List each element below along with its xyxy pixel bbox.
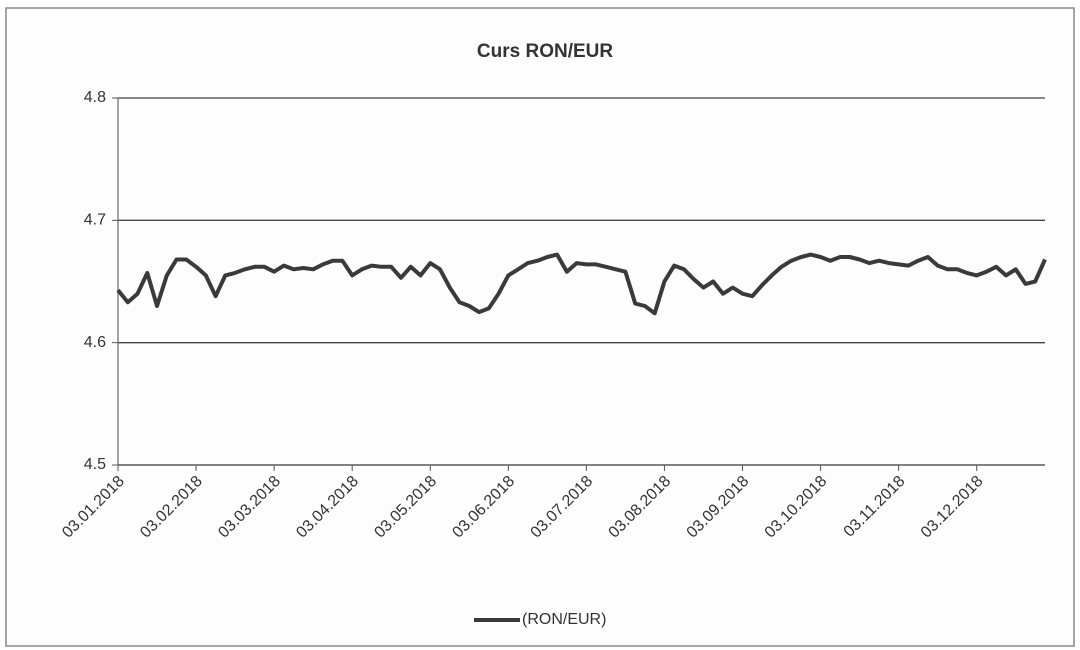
y-tick-label: 4.5 xyxy=(84,456,106,473)
data-line xyxy=(116,252,1047,316)
y-tick-label: 4.7 xyxy=(84,212,106,229)
y-tick-label: 4.8 xyxy=(84,89,106,106)
y-tick-label: 4.6 xyxy=(84,334,106,351)
legend-label: (RON/EUR) xyxy=(522,611,606,628)
chart-title: Curs RON/EUR xyxy=(477,41,613,62)
chart-frame xyxy=(5,7,1075,647)
